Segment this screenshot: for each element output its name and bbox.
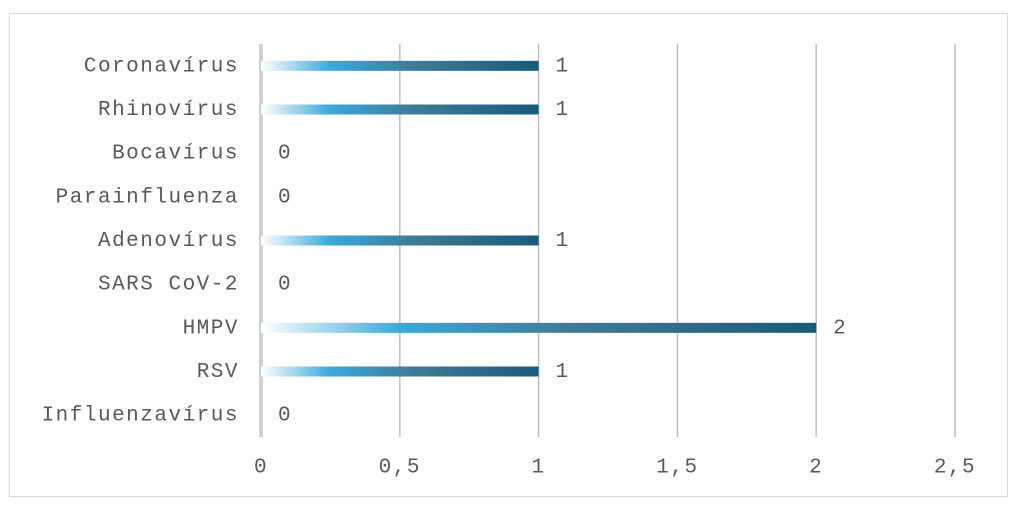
value-label: 2 [833, 317, 847, 340]
value-label: 1 [556, 230, 570, 253]
x-tick-label: 0,5 [379, 457, 421, 480]
chart-border [9, 13, 1008, 497]
bar [261, 322, 817, 333]
x-tick-label: 1,5 [656, 457, 698, 480]
y-tick-label: Rhinovírus [98, 99, 239, 122]
y-tick-label: HMPV [183, 317, 239, 340]
x-tick-label: 2 [809, 457, 823, 480]
y-tick-label: Influenzavírus [42, 405, 239, 428]
value-label: 0 [278, 186, 292, 209]
bar [261, 235, 539, 246]
bar [261, 366, 539, 377]
value-label: 0 [278, 143, 292, 166]
value-label: 0 [278, 405, 292, 428]
value-label: 1 [556, 55, 570, 78]
value-label: 1 [556, 361, 570, 384]
x-tick-label: 0 [254, 457, 268, 480]
x-tick-label: 2,5 [934, 457, 976, 480]
y-tick-label: Parainfluenza [56, 186, 239, 209]
value-label: 1 [556, 99, 570, 122]
y-tick-label: Bocavírus [112, 143, 239, 166]
bar [261, 60, 539, 71]
y-tick-label: Coronavírus [84, 55, 239, 78]
x-tick-label: 1 [532, 457, 546, 480]
y-tick-label: RSV [197, 361, 239, 384]
value-label: 0 [278, 274, 292, 297]
bar [261, 104, 539, 115]
y-tick-label: SARS CoV-2 [98, 274, 239, 297]
y-tick-label: Adenovírus [98, 230, 239, 253]
